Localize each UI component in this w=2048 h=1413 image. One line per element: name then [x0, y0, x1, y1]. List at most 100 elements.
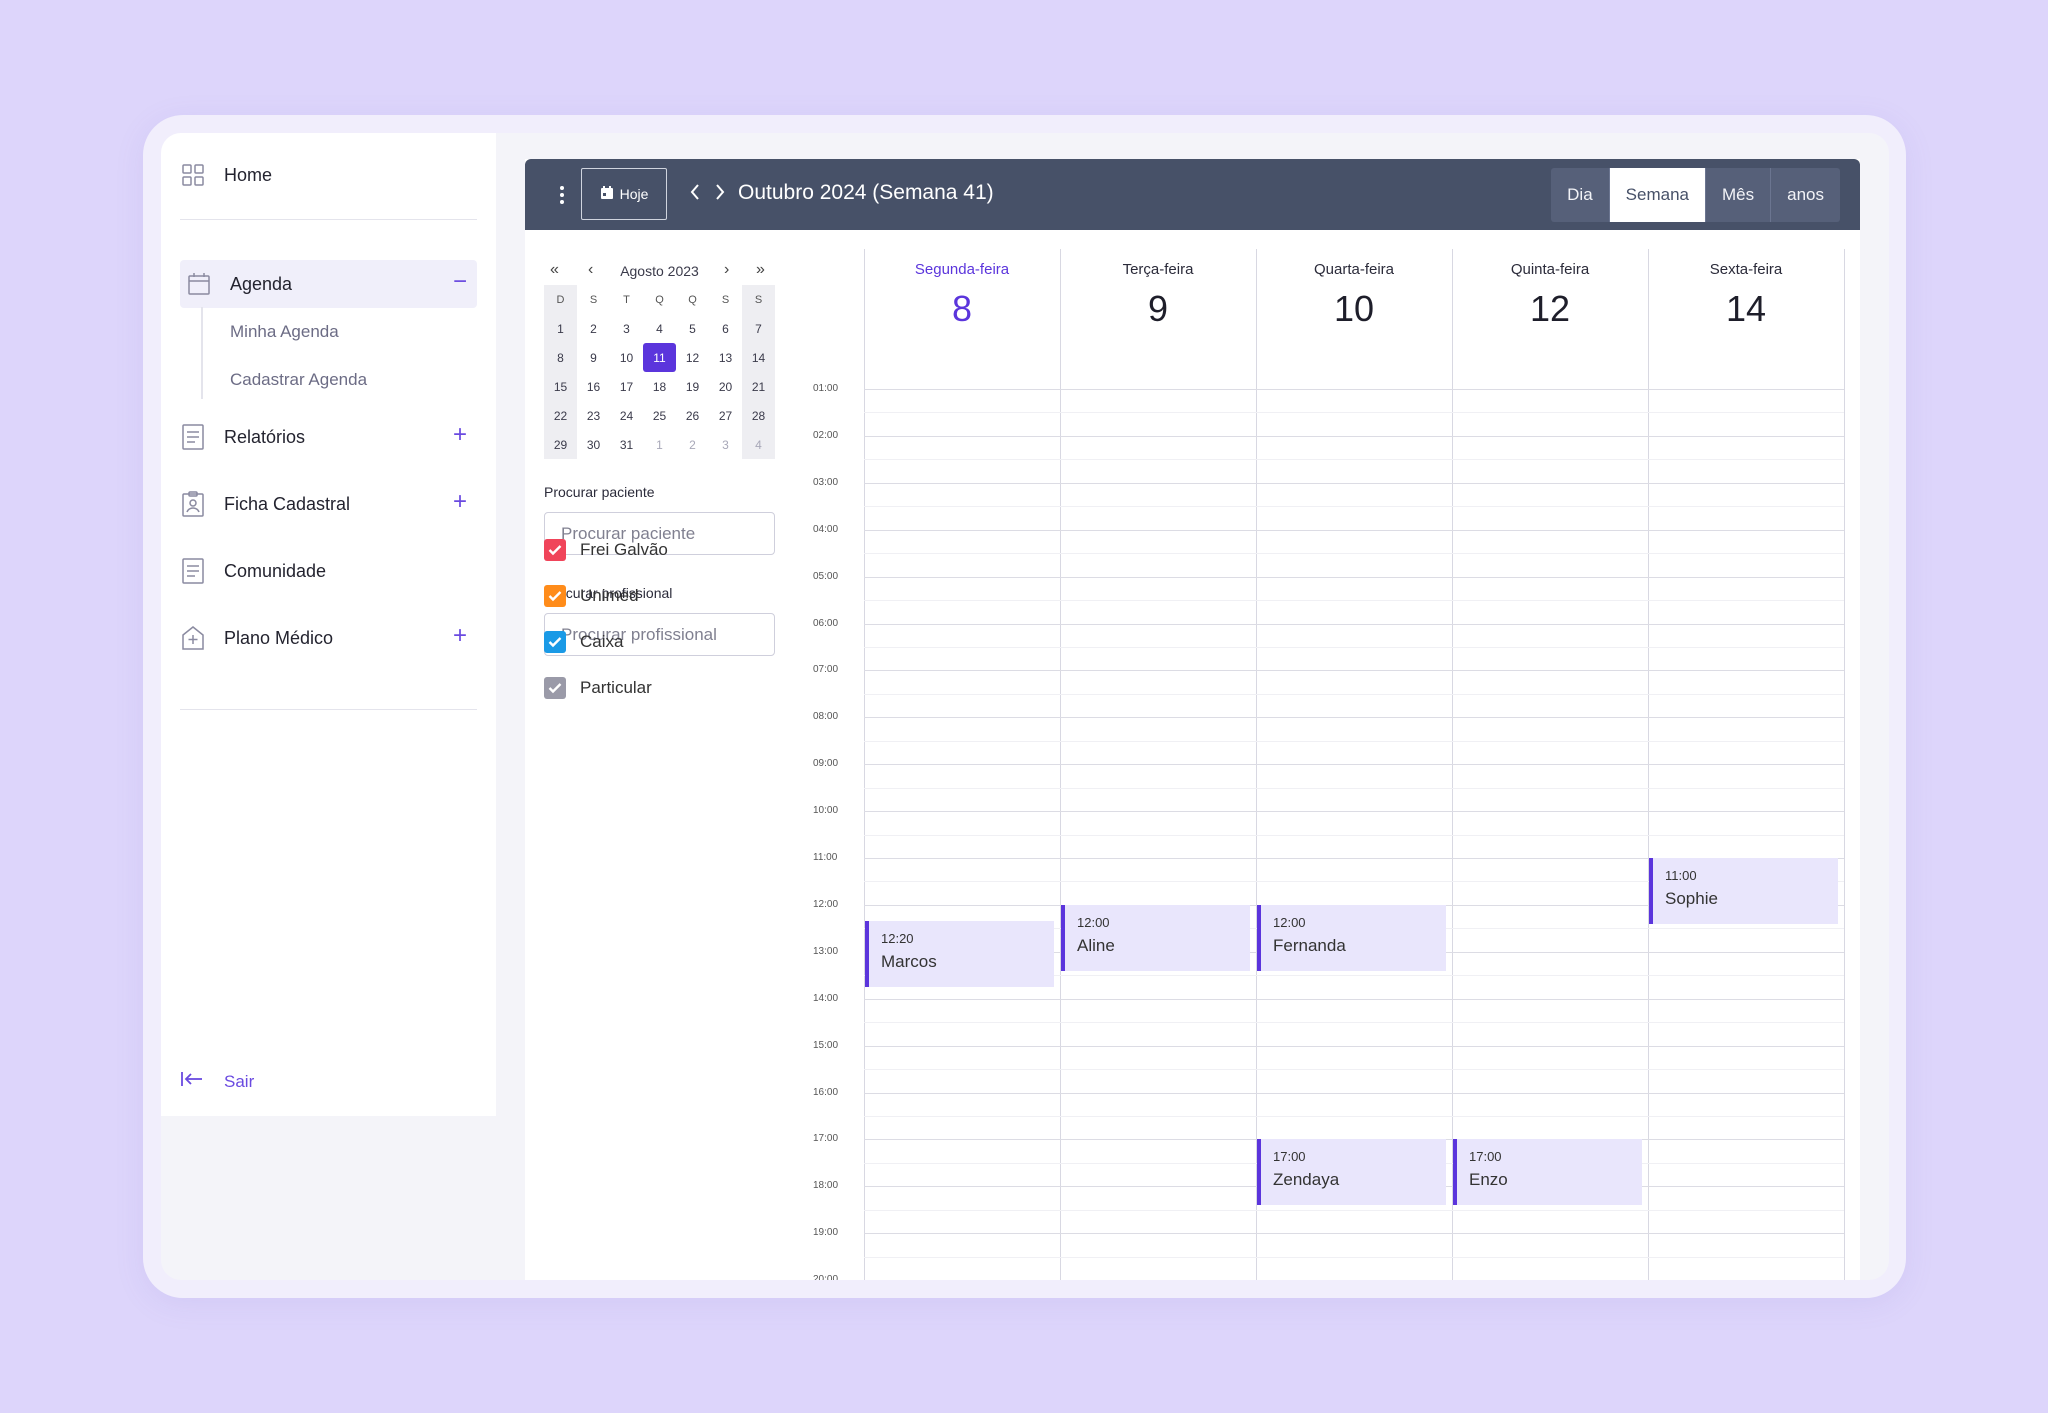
mini-calendar-day[interactable]: 31 — [619, 437, 634, 452]
hour-label: 08:00 — [813, 711, 839, 723]
grid-icon — [180, 162, 206, 188]
mini-calendar-day[interactable]: 23 — [586, 408, 601, 423]
mini-calendar-day[interactable]: 21 — [742, 372, 775, 401]
mini-calendar-day[interactable]: 27 — [718, 408, 733, 423]
appointment-event[interactable]: 17:00 Zendaya — [1257, 1139, 1446, 1206]
chevron-right-icon[interactable]: › — [724, 261, 730, 278]
sidebar-item-ficha-cadastral[interactable]: Ficha Cadastral + — [180, 480, 477, 528]
filter-checkbox-label: Frei Galvão — [580, 540, 668, 559]
mini-calendar-day[interactable]: 2 — [689, 437, 696, 452]
more-vertical-icon[interactable] — [555, 183, 569, 207]
day-header[interactable]: Quarta-feira 10 — [1256, 249, 1452, 359]
view-week-button[interactable]: Semana — [1608, 168, 1705, 222]
hour-label: 04:00 — [813, 523, 839, 535]
day-header[interactable]: Quinta-feira 12 — [1452, 249, 1648, 359]
checkmark-icon[interactable] — [544, 631, 566, 653]
mini-calendar-day[interactable]: 3 — [722, 437, 729, 452]
filter-checkbox[interactable]: Frei Galvão — [544, 539, 668, 561]
sidebar-subitem-cadastrar-agenda[interactable]: Cadastrar Agenda — [230, 370, 368, 389]
day-header[interactable]: Terça-feira 9 — [1060, 249, 1256, 359]
main-panel: Hoje Outubro 2024 (Semana 41) Dia Semana… — [525, 159, 1860, 1280]
plus-icon[interactable]: + — [452, 488, 467, 515]
mini-calendar-day[interactable]: 17 — [619, 379, 634, 394]
appointment-event[interactable]: 12:20 Marcos — [865, 920, 1054, 987]
hour-label: 18:00 — [813, 1180, 839, 1192]
double-chevron-left-icon[interactable]: « — [550, 261, 559, 278]
mini-calendar-day[interactable]: 12 — [685, 350, 700, 365]
appointment-event[interactable]: 17:00 Enzo — [1453, 1139, 1642, 1206]
double-chevron-right-icon[interactable]: » — [756, 261, 765, 278]
mini-calendar-day[interactable]: 14 — [742, 343, 775, 372]
hour-line — [864, 670, 1844, 672]
sidebar-item-agenda[interactable]: Agenda − — [180, 260, 477, 308]
mini-calendar-day[interactable]: 20 — [718, 379, 733, 394]
checkmark-icon[interactable] — [544, 539, 566, 561]
mini-calendar-day[interactable]: 19 — [685, 379, 700, 394]
mini-calendar-day[interactable]: 8 — [544, 343, 577, 372]
mini-calendar-day[interactable]: 5 — [689, 321, 696, 336]
sidebar-item-plano-medico[interactable]: Plano Médico + — [180, 614, 477, 662]
hour-line — [864, 811, 1844, 813]
hour-label: 07:00 — [813, 664, 839, 676]
mini-calendar-day[interactable]: 3 — [623, 321, 630, 336]
mini-calendar-day[interactable]: 16 — [586, 379, 601, 394]
mini-calendar-day[interactable]: 4 — [742, 430, 775, 459]
event-time: 12:00 — [1077, 914, 1110, 930]
checkmark-icon[interactable] — [544, 677, 566, 699]
view-month-button[interactable]: Mês — [1705, 168, 1771, 222]
mini-calendar-day[interactable]: 22 — [544, 401, 577, 430]
weekday-header: S — [589, 293, 598, 306]
collapse-icon[interactable]: − — [452, 268, 467, 295]
plus-icon[interactable]: + — [452, 421, 467, 448]
mini-calendar-day[interactable]: 9 — [590, 350, 597, 365]
view-day-button[interactable]: Dia — [1551, 168, 1609, 222]
patient-search-input[interactable] — [544, 512, 775, 555]
app-window: Home Agenda − Minha Agenda Cadastrar Age… — [161, 133, 1889, 1280]
day-name: Quarta-feira — [1313, 261, 1395, 278]
filter-checkbox[interactable]: Unimed — [544, 585, 639, 607]
prev-week-button[interactable] — [686, 181, 704, 207]
day-header[interactable]: Segunda-feira 8 — [864, 249, 1060, 359]
mini-calendar-day[interactable]: 29 — [544, 430, 577, 459]
mini-calendar-day[interactable]: 7 — [742, 314, 775, 343]
chevron-left-icon[interactable]: ‹ — [588, 261, 594, 278]
mini-calendar-day[interactable]: 2 — [590, 321, 597, 336]
filter-checkbox[interactable]: Caixa — [544, 631, 623, 653]
next-week-button[interactable] — [711, 181, 729, 207]
appointment-event[interactable]: 11:00 Sophie — [1649, 858, 1838, 924]
professional-search-input[interactable] — [544, 613, 775, 656]
mini-calendar-day[interactable]: 15 — [544, 372, 577, 401]
sidebar-item-label: Plano Médico — [224, 627, 334, 648]
filter-checkbox[interactable]: Particular — [544, 677, 652, 699]
mini-calendar-day[interactable]: 10 — [619, 350, 634, 365]
sidebar-item-relatorios[interactable]: Relatórios + — [180, 413, 477, 461]
mini-calendar-day[interactable]: 24 — [619, 408, 634, 423]
hour-line — [864, 1045, 1844, 1047]
mini-calendar-day[interactable]: 30 — [586, 437, 601, 452]
mini-calendar-day[interactable]: 6 — [722, 321, 729, 336]
mini-calendar-day[interactable]: 1 — [656, 437, 663, 452]
day-header[interactable]: Sexta-feira 14 — [1648, 249, 1844, 359]
weekday-header: S — [742, 285, 775, 314]
mini-calendar-day[interactable]: 18 — [652, 379, 667, 394]
sidebar-item-home[interactable]: Home — [180, 151, 477, 199]
mini-calendar-day[interactable]: 4 — [656, 321, 663, 336]
sidebar-subitem-minha-agenda[interactable]: Minha Agenda — [230, 322, 339, 341]
mini-calendar-day[interactable]: 26 — [685, 408, 700, 423]
today-button[interactable]: Hoje — [581, 168, 667, 220]
day-name: Terça-feira — [1122, 261, 1194, 278]
logout-button[interactable]: Sair — [180, 1070, 254, 1093]
mini-calendar-day[interactable]: 11 — [643, 343, 676, 372]
mini-calendar: « ‹ Agosto 2023 › » D S T Q Q S S 1 2 3 4 5 6 7 8 9 10 11… — [544, 257, 775, 459]
checkmark-icon[interactable] — [544, 585, 566, 607]
mini-calendar-day[interactable]: 1 — [544, 314, 577, 343]
hour-line — [864, 435, 1844, 437]
appointment-event[interactable]: 12:00 Aline — [1061, 904, 1250, 971]
plus-icon[interactable]: + — [452, 622, 467, 649]
mini-calendar-day[interactable]: 25 — [652, 408, 667, 423]
mini-calendar-day[interactable]: 28 — [742, 401, 775, 430]
sidebar-item-comunidade[interactable]: Comunidade — [180, 547, 477, 595]
view-year-button[interactable]: anos — [1770, 168, 1840, 222]
appointment-event[interactable]: 12:00 Fernanda — [1257, 904, 1446, 971]
mini-calendar-day[interactable]: 13 — [718, 350, 733, 365]
